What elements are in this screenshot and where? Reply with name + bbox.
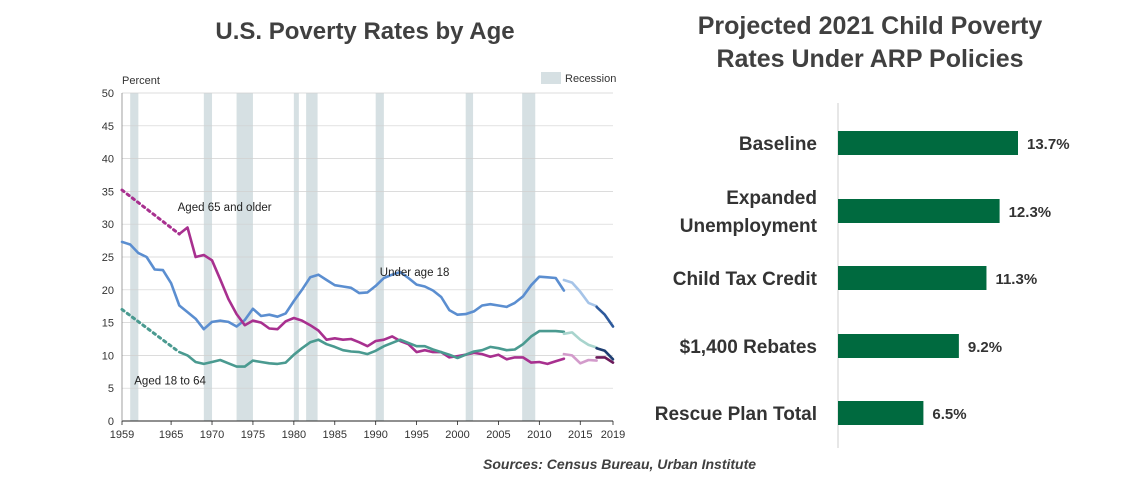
series-annotation: Aged 18 to 64: [134, 375, 206, 387]
recession-legend-swatch: [541, 72, 561, 84]
y-tick-label: 40: [102, 154, 114, 166]
series-line-5: [595, 356, 615, 364]
y-axis-label: Percent: [122, 75, 160, 87]
series-line-3: [178, 226, 566, 366]
x-tick-label: 2000: [445, 429, 469, 441]
x-tick-label: 1985: [323, 429, 347, 441]
bar-1: [838, 199, 1000, 223]
arp-bar-chart: 13.7% Baseline 12.3% Expanded Unemployment 11…: [655, 103, 1070, 448]
y-tick-label: 15: [102, 318, 114, 330]
sources-note: Sources: Census Bureau, Urban Institute: [483, 456, 757, 472]
bar-3: [838, 334, 959, 358]
bar-category-label: Baseline: [739, 134, 817, 155]
y-tick-label: 5: [108, 383, 114, 395]
x-tick-label: 1970: [200, 429, 224, 441]
bar-value-label: 12.3%: [1009, 204, 1052, 221]
x-tick-label: 2019: [601, 429, 625, 441]
bar-value-label: 6.5%: [932, 406, 966, 423]
y-tick-label: 45: [102, 121, 114, 133]
series-line-0: [120, 240, 566, 331]
bar-category-label: Expanded: [726, 188, 817, 209]
y-tick-label: 0: [108, 416, 114, 428]
y-tick-label: 35: [102, 186, 114, 198]
series-annotation: Under age 18: [380, 267, 450, 279]
bar-value-label: 13.7%: [1027, 136, 1070, 153]
line-chart-title: U.S. Poverty Rates by Age: [215, 18, 515, 45]
bar-category-label: Unemployment: [680, 216, 818, 237]
series-annotation: Aged 65 and older: [178, 202, 272, 214]
y-tick-label: 20: [102, 285, 114, 297]
x-tick-label: 1959: [110, 429, 134, 441]
x-tick-label: 2015: [568, 429, 592, 441]
y-tick-label: 25: [102, 252, 114, 264]
x-tick-label: 1980: [282, 429, 306, 441]
series-line-6: [178, 329, 566, 368]
y-tick-label: 10: [102, 350, 114, 362]
x-tick-label: 1995: [404, 429, 428, 441]
y-tick-label: 30: [102, 219, 114, 231]
bar-2: [838, 266, 987, 290]
dotted-extension-line: [120, 188, 181, 236]
x-tick-label: 1990: [363, 429, 387, 441]
x-tick-label: 1965: [159, 429, 183, 441]
bar-value-label: 11.3%: [995, 271, 1037, 288]
series-line-4: [562, 352, 598, 365]
x-tick-label: 2005: [486, 429, 510, 441]
bar-category-label: Rescue Plan Total: [655, 404, 817, 425]
series-line-1: [562, 278, 598, 308]
series-line-2: [595, 305, 615, 328]
bar-chart-title: Projected 2021 Child Poverty Rates Under…: [697, 12, 1043, 73]
bar-value-label: 9.2%: [968, 339, 1002, 356]
series-line-8: [595, 346, 615, 361]
recession-legend-label: Recession: [565, 73, 616, 85]
y-tick-label: 50: [102, 88, 114, 100]
dotted-extension-line: [120, 307, 181, 354]
bar-0: [838, 131, 1018, 155]
x-tick-label: 1975: [241, 429, 265, 441]
x-tick-label: 2010: [527, 429, 551, 441]
bar-category-label: Child Tax Credit: [673, 269, 818, 290]
bar-category-label: $1,400 Rebates: [680, 337, 817, 358]
poverty-line-chart: 0 5 10 15 20 25 30 35 40 45 50 1959 1965 1970 1975 1980…: [102, 72, 625, 441]
bar-4: [838, 401, 924, 425]
series-line-7: [562, 331, 598, 349]
